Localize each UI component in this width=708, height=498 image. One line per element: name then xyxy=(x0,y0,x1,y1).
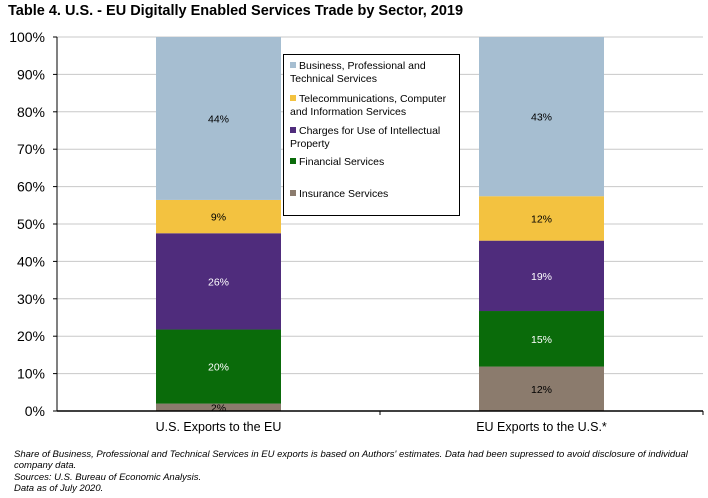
legend-item: Business, Professional and Technical Ser… xyxy=(290,60,455,85)
y-tick-label: 80% xyxy=(17,104,45,120)
x-tick-label: EU Exports to the U.S.* xyxy=(476,420,607,434)
bar-segment xyxy=(156,233,281,330)
legend-label: Financial Services xyxy=(299,156,385,168)
legend-swatch xyxy=(290,190,296,196)
legend-swatch xyxy=(290,95,296,101)
y-tick-label: 10% xyxy=(17,366,45,382)
bar-segment xyxy=(479,366,604,411)
legend-swatch xyxy=(290,62,296,68)
data-label: 43% xyxy=(531,112,552,124)
data-label: 2% xyxy=(211,402,226,414)
legend-item: Charges for Use of Intellectual Property xyxy=(290,125,455,150)
bar-segment xyxy=(479,311,604,367)
legend-label: Insurance Services xyxy=(299,188,389,200)
legend: Business, Professional and Technical Ser… xyxy=(283,54,460,216)
y-tick-label: 20% xyxy=(17,328,45,344)
legend-item: Telecommunications, Computer and Informa… xyxy=(290,93,455,118)
data-label: 12% xyxy=(531,213,552,225)
bar-segment xyxy=(156,329,281,404)
data-label: 19% xyxy=(531,271,552,283)
bar-segment xyxy=(479,196,604,241)
data-label: 9% xyxy=(211,212,226,224)
legend-label: Charges for Use of Intellectual Property xyxy=(290,125,441,150)
footnotes: Share of Business, Professional and Tech… xyxy=(14,449,704,494)
y-tick-label: 40% xyxy=(17,253,45,269)
y-tick-label: 0% xyxy=(25,403,45,419)
data-label: 15% xyxy=(531,334,552,346)
legend-label: Telecommunications, Computer and Informa… xyxy=(290,93,447,118)
legend-item: Insurance Services xyxy=(290,188,455,201)
data-label: 26% xyxy=(208,276,229,288)
y-tick-label: 90% xyxy=(17,66,45,82)
footnote-date: Data as of July 2020. xyxy=(14,482,104,494)
legend-swatch xyxy=(290,158,296,164)
y-tick-label: 50% xyxy=(17,216,45,232)
data-label: 44% xyxy=(208,113,229,125)
legend-swatch xyxy=(290,127,296,133)
data-label: 12% xyxy=(531,384,552,396)
footnote-estimate: Share of Business, Professional and Tech… xyxy=(14,449,688,472)
x-tick-label: U.S. Exports to the EU xyxy=(156,420,282,434)
bar-segment xyxy=(156,37,281,200)
data-label: 20% xyxy=(208,362,229,374)
legend-label: Business, Professional and Technical Ser… xyxy=(290,60,426,85)
bar-segment xyxy=(156,199,281,234)
bar-segment xyxy=(479,37,604,197)
footnote-sources: Sources: U.S. Bureau of Economic Analysi… xyxy=(14,471,202,483)
legend-item: Financial Services xyxy=(290,156,455,169)
y-tick-label: 60% xyxy=(17,179,45,195)
bar-segment xyxy=(479,240,604,312)
y-tick-label: 70% xyxy=(17,141,45,157)
bar-segment xyxy=(156,403,281,411)
y-tick-label: 30% xyxy=(17,291,45,307)
chart-title: Table 4. U.S. - EU Digitally Enabled Ser… xyxy=(8,3,464,19)
y-tick-label: 100% xyxy=(9,29,45,45)
